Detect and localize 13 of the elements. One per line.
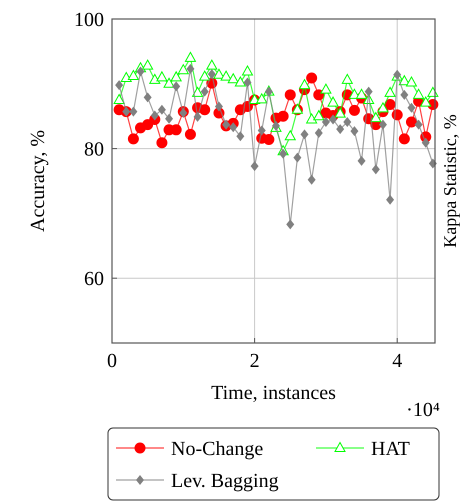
legend-label: Lev. Bagging (171, 470, 279, 492)
x-tick-label: 0 (107, 350, 117, 372)
text: Kappa Statistic, % (440, 114, 460, 248)
x-axis-title: Time, instances (211, 382, 336, 404)
y-axis-title: Accuracy, % (27, 130, 49, 232)
y-tick-label: 60 (84, 268, 104, 290)
legend-label: No-Change (171, 438, 264, 460)
y-tick-label: 100 (74, 9, 104, 31)
y-tick-label: 80 (84, 138, 104, 161)
legend-label: HAT (371, 438, 410, 460)
x-tick-label: 2 (250, 350, 260, 372)
text: ·10⁴ (406, 399, 440, 421)
x-tick-label: 4 (392, 350, 402, 372)
